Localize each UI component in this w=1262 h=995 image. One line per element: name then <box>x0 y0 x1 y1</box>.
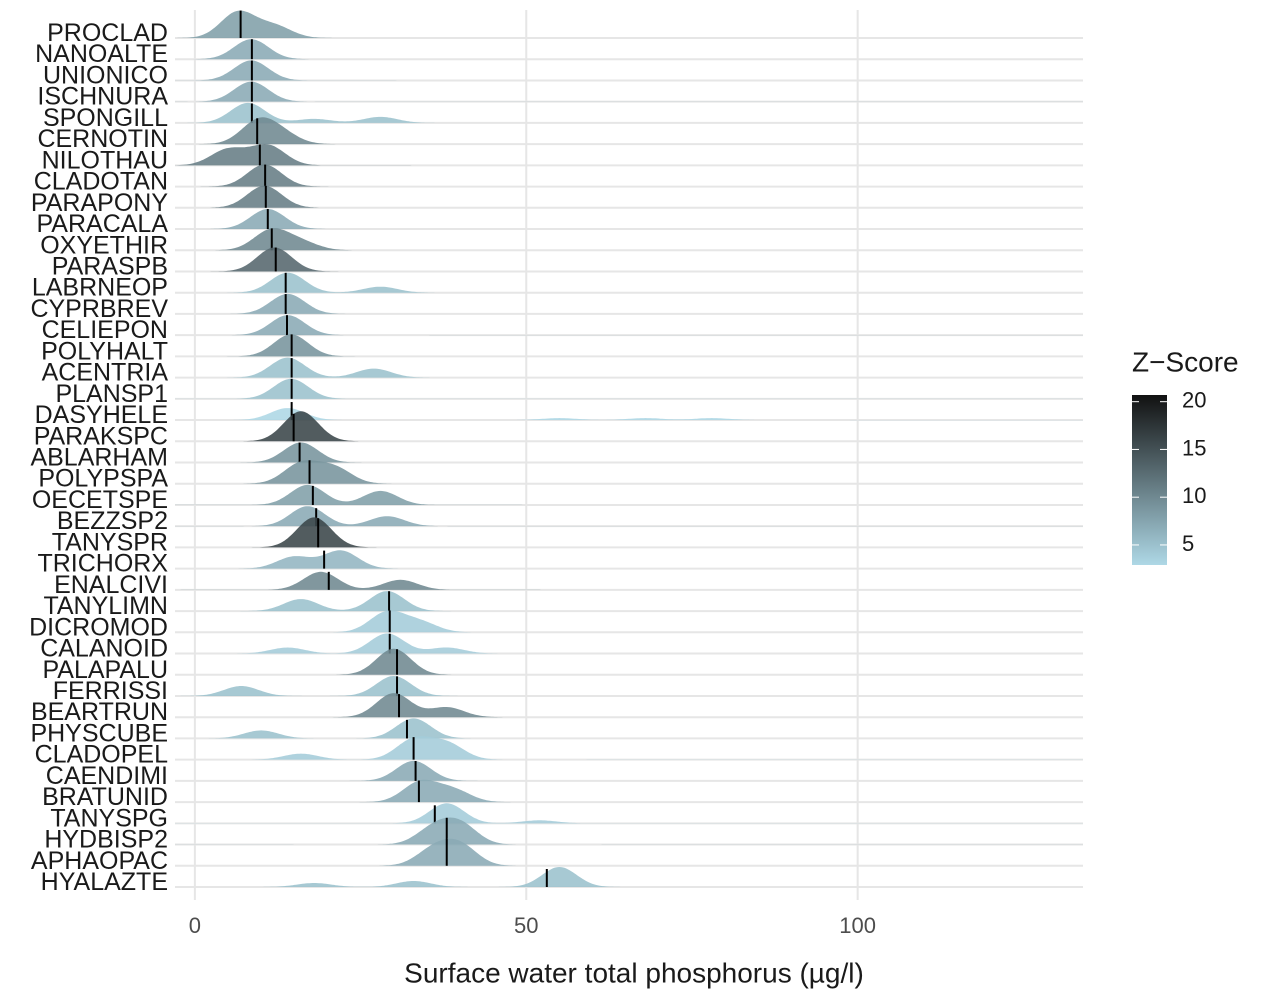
row-label: HYDBISP2 <box>44 826 168 854</box>
ridge <box>175 411 1083 442</box>
row-label: SPONGILL <box>43 104 168 132</box>
row-label: APHAOPAC <box>31 847 168 875</box>
row-label: LABRNEOP <box>32 274 168 302</box>
row-label: CAENDIMI <box>46 762 168 790</box>
row-label: BRATUNID <box>42 783 168 811</box>
ridge <box>175 81 1083 102</box>
row-label: CELIEPON <box>42 316 168 344</box>
row-label: DASYHELE <box>35 401 168 429</box>
ridge <box>175 102 1083 123</box>
row-label: OXYETHIR <box>40 231 168 259</box>
row-label: PARAKSPC <box>34 422 168 450</box>
row-label: CALANOID <box>40 635 168 663</box>
x-tick-label: 50 <box>514 913 538 938</box>
ridge <box>175 10 1083 38</box>
row-label: BEZZSP2 <box>57 507 168 535</box>
ridge <box>175 633 1083 654</box>
row-label: ISCHNURA <box>37 83 168 111</box>
ridge <box>175 164 1083 187</box>
row-label: POLYHALT <box>41 337 168 365</box>
row-label: PHYSCUBE <box>30 719 168 747</box>
ridge <box>175 209 1083 230</box>
row-label: CYPRBREV <box>30 295 168 323</box>
ridge <box>175 442 1083 463</box>
ridge <box>175 357 1083 378</box>
ridge <box>175 571 1083 590</box>
row-label: NILOTHAU <box>42 146 168 174</box>
legend-tick-label: 10 <box>1182 483 1206 508</box>
ridge <box>175 676 1083 696</box>
row-label: PARAPONY <box>31 189 168 217</box>
row-label: POLYPSPA <box>38 465 168 493</box>
ridge <box>175 648 1083 675</box>
x-tick-label: 0 <box>189 913 201 938</box>
legend-colorbar <box>1132 395 1167 565</box>
row-label: NANOALTE <box>35 40 168 68</box>
row-label: FERRISSI <box>53 677 168 705</box>
ridge <box>175 803 1083 824</box>
row-label: CLADOTAN <box>34 168 168 196</box>
row-label: TANYSPG <box>50 804 168 832</box>
legend-title: Z−Score <box>1132 346 1239 377</box>
ridge <box>175 144 1083 166</box>
ridge <box>175 39 1083 60</box>
ridge <box>175 185 1083 208</box>
ridge <box>175 484 1083 505</box>
x-axis-label: Surface water total phosphorus (µg/l) <box>404 957 864 988</box>
ridge <box>175 117 1083 145</box>
legend-tick-label: 5 <box>1182 531 1194 556</box>
row-label: CLADOPEL <box>35 741 168 769</box>
legend: 5 10 15 20 <box>1132 387 1206 556</box>
ridge <box>175 591 1083 612</box>
ridge <box>175 378 1083 399</box>
ridge <box>175 517 1083 548</box>
row-labels: PROCLADNANOALTEUNIONICOISCHNURASPONGILLC… <box>29 19 168 896</box>
ridge <box>175 718 1083 739</box>
ridge <box>175 693 1083 718</box>
ridge <box>175 293 1083 314</box>
ridges <box>175 10 1083 887</box>
row-label: PROCLAD <box>47 19 168 47</box>
ridge <box>175 272 1083 293</box>
row-label: TRICHORX <box>37 550 168 578</box>
row-label: BEARTRUN <box>31 698 168 726</box>
row-label: TANYSPR <box>52 528 168 556</box>
row-label: ENALCIVI <box>54 571 168 599</box>
row-label: PALAPALU <box>42 656 168 684</box>
row-label: ABLARHAM <box>30 444 168 472</box>
ridge <box>175 817 1083 845</box>
row-label: CERNOTIN <box>37 125 168 153</box>
row-label: PLANSP1 <box>55 380 168 408</box>
ridge <box>175 506 1083 527</box>
legend-tick-label: 20 <box>1182 387 1206 412</box>
ridge <box>175 867 1083 887</box>
row-label: DICROMOD <box>29 613 168 641</box>
ridge <box>175 60 1083 81</box>
ridge <box>175 550 1083 569</box>
ridge <box>175 408 1083 421</box>
row-label: OECETSPE <box>32 486 168 514</box>
ridge <box>175 460 1083 484</box>
ridge <box>175 334 1083 357</box>
ridge <box>175 760 1083 781</box>
row-label: HYALAZTE <box>41 868 168 896</box>
ridge <box>175 736 1083 760</box>
ridge <box>175 610 1083 633</box>
row-label: ACENTRIA <box>42 359 169 387</box>
ridge <box>175 247 1083 272</box>
row-label: UNIONICO <box>43 61 168 89</box>
row-label: PARASPB <box>52 252 168 280</box>
ridge <box>175 838 1083 866</box>
row-label: PARACALA <box>36 210 168 238</box>
legend-tick-label: 15 <box>1182 435 1206 460</box>
x-tick-label: 100 <box>839 913 876 938</box>
ridge <box>175 315 1083 336</box>
ridge <box>175 779 1083 803</box>
ridge <box>175 228 1083 251</box>
row-label: TANYLIMN <box>43 592 168 620</box>
